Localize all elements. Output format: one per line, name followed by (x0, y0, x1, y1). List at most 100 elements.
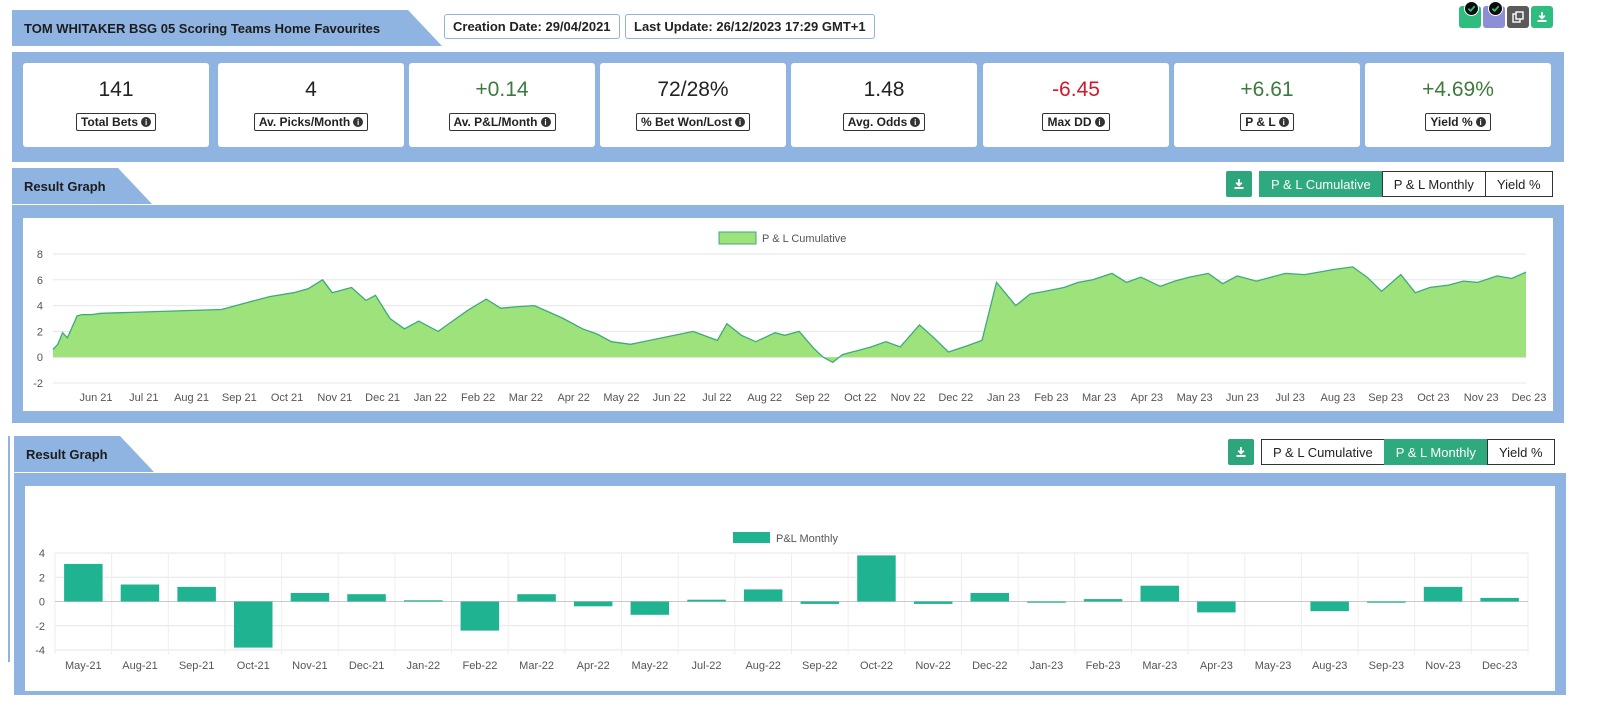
x-tick-label: Oct-22 (860, 660, 893, 672)
last-update: Last Update: 26/12/2023 17:29 GMT+1 (625, 14, 875, 39)
x-tick-label: Apr 22 (557, 392, 589, 404)
y-tick-label: -2 (35, 621, 45, 633)
check-icon (1488, 1, 1503, 16)
x-tick-label: Nov-23 (1425, 660, 1460, 672)
x-tick-label: Aug 22 (747, 392, 782, 404)
info-icon: i (141, 117, 152, 127)
bar (913, 601, 953, 604)
x-tick-label: Jun 23 (1226, 392, 1259, 404)
bar (630, 601, 670, 615)
graph1-download-button[interactable] (1226, 171, 1252, 197)
x-tick-label: Jan 22 (414, 392, 447, 404)
stat-bet-won-lost: 72/28% % Bet Won/Lost i (600, 63, 786, 147)
bar (687, 599, 726, 602)
cumulative-area (53, 266, 1526, 363)
bar (800, 601, 840, 604)
graph1-tab-pl-cumulative[interactable]: P & L Cumulative (1259, 171, 1383, 197)
y-tick-label: 2 (39, 572, 45, 584)
x-tick-label: Dec 21 (365, 392, 400, 404)
stat-yield: +4.69% Yield % i (1365, 63, 1551, 147)
graph2-panel: 4 2 0 -2 -4 May-21 Aug-21 Sep-21 Oct-21 Nov-21 Dec… (14, 473, 1566, 695)
download-icon (1234, 179, 1244, 189)
x-tick-label: May-23 (1255, 660, 1292, 672)
stat-avg-pl-month: +0.14 Av. P&L/Month i (409, 63, 595, 147)
legend-label: P & L Cumulative (762, 233, 846, 245)
x-tick-label: Nov-22 (915, 660, 950, 672)
graph2-download-button[interactable] (1228, 439, 1254, 465)
stat-label-button[interactable]: Total Bets i (75, 113, 157, 131)
graph1-tab-yield[interactable]: Yield % (1484, 171, 1553, 197)
cumulative-chart: 8 6 4 2 0 -2 Jun 21 Jul 21 Aug 21 Sep 21 Oct 21 Nov… (33, 231, 1546, 404)
graph1-panel: 8 6 4 2 0 -2 Jun 21 Jul 21 Aug 21 Sep 21 Oct 21 Nov… (12, 205, 1564, 423)
info-icon: i (353, 117, 364, 127)
graph2-tab-pl-cumulative[interactable]: P & L Cumulative (1261, 439, 1385, 465)
stat-label-button[interactable]: Yield % i (1425, 113, 1491, 131)
y-tick-label: 0 (37, 352, 43, 364)
y-tick-label: 8 (37, 249, 43, 261)
x-tick-label: Sep 21 (222, 392, 257, 404)
creation-date: Creation Date: 29/04/2021 (444, 14, 620, 39)
legend-swatch (718, 231, 757, 245)
bar (857, 555, 896, 602)
stat-label-button[interactable]: Av. Picks/Month i (253, 113, 369, 131)
copy-button[interactable] (1507, 6, 1529, 28)
bar (234, 601, 273, 648)
x-tick-label: Dec 22 (938, 392, 973, 404)
bar (347, 594, 386, 602)
x-tick-label: Mar 23 (1082, 392, 1116, 404)
info-icon: i (1278, 117, 1289, 127)
stat-value: 1.48 (863, 78, 905, 101)
graph2-tab-pl-monthly[interactable]: P & L Monthly (1383, 439, 1488, 465)
stat-label: Total Bets (80, 115, 139, 129)
top-toolbar (1459, 1, 1553, 28)
graph2-left-rule (8, 436, 10, 662)
graph1-chart-area: 8 6 4 2 0 -2 Jun 21 Jul 21 Aug 21 Sep 21 Oct 21 Nov… (23, 218, 1553, 411)
bar (1480, 597, 1519, 602)
x-tick-label: Nov 23 (1464, 392, 1499, 404)
verify-button[interactable] (1483, 1, 1505, 28)
cumulative-line (52, 266, 1527, 364)
x-tick-label: Feb 22 (461, 392, 495, 404)
stat-label-button[interactable]: Avg. Odds i (842, 113, 926, 131)
x-tick-label: Oct 23 (1417, 392, 1449, 404)
graph2-tab-yield[interactable]: Yield % (1486, 439, 1555, 465)
x-tick-label: Oct 21 (271, 392, 303, 404)
stat-label: Av. Picks/Month (258, 115, 351, 129)
x-tick-label: May 23 (1177, 392, 1213, 404)
graph1-tab-pl-monthly[interactable]: P & L Monthly (1381, 171, 1486, 197)
approve-button[interactable] (1459, 1, 1481, 28)
copy-icon (1512, 11, 1524, 23)
stat-label-button[interactable]: Max DD i (1042, 113, 1110, 131)
stat-avg-picks: 4 Av. Picks/Month i (218, 63, 404, 147)
x-tick-label: Jan 23 (987, 392, 1020, 404)
x-tick-label: Sep 22 (795, 392, 830, 404)
bar (517, 594, 556, 602)
stat-label-button[interactable]: % Bet Won/Lost i (635, 113, 751, 131)
x-tick-label: Dec-22 (972, 660, 1007, 672)
x-tick-label: Sep-21 (179, 660, 214, 672)
stat-value: 72/28% (657, 78, 729, 101)
bar (404, 600, 443, 602)
bar (1083, 599, 1123, 602)
stat-label: Yield % (1430, 115, 1473, 129)
stat-label: Avg. Odds (847, 115, 908, 129)
x-tick-label: Aug-21 (122, 660, 157, 672)
x-tick-label: Nov 22 (891, 392, 926, 404)
page-title: TOM WHITAKER BSG 05 Scoring Teams Home F… (24, 20, 381, 36)
bar (177, 586, 216, 602)
stat-value: +6.61 (1240, 78, 1294, 101)
download-button[interactable] (1531, 6, 1553, 28)
stat-value: 141 (98, 78, 134, 101)
x-tick-label: Apr-22 (577, 660, 610, 672)
y-tick-label: -4 (35, 645, 45, 657)
x-tick-label: Feb-22 (462, 660, 497, 672)
x-tick-label: May-22 (632, 660, 669, 672)
stat-value: 4 (305, 78, 317, 101)
x-tick-label: Jun 22 (653, 392, 686, 404)
x-tick-label: Jul-22 (692, 660, 722, 672)
x-tick-label: Dec-21 (349, 660, 384, 672)
stat-label-button[interactable]: Av. P&L/Month i (448, 113, 556, 131)
x-tick-label: Jun 21 (79, 392, 112, 404)
graph2-mode-toggle: P & L Cumulative P & L Monthly Yield % (1261, 439, 1555, 465)
